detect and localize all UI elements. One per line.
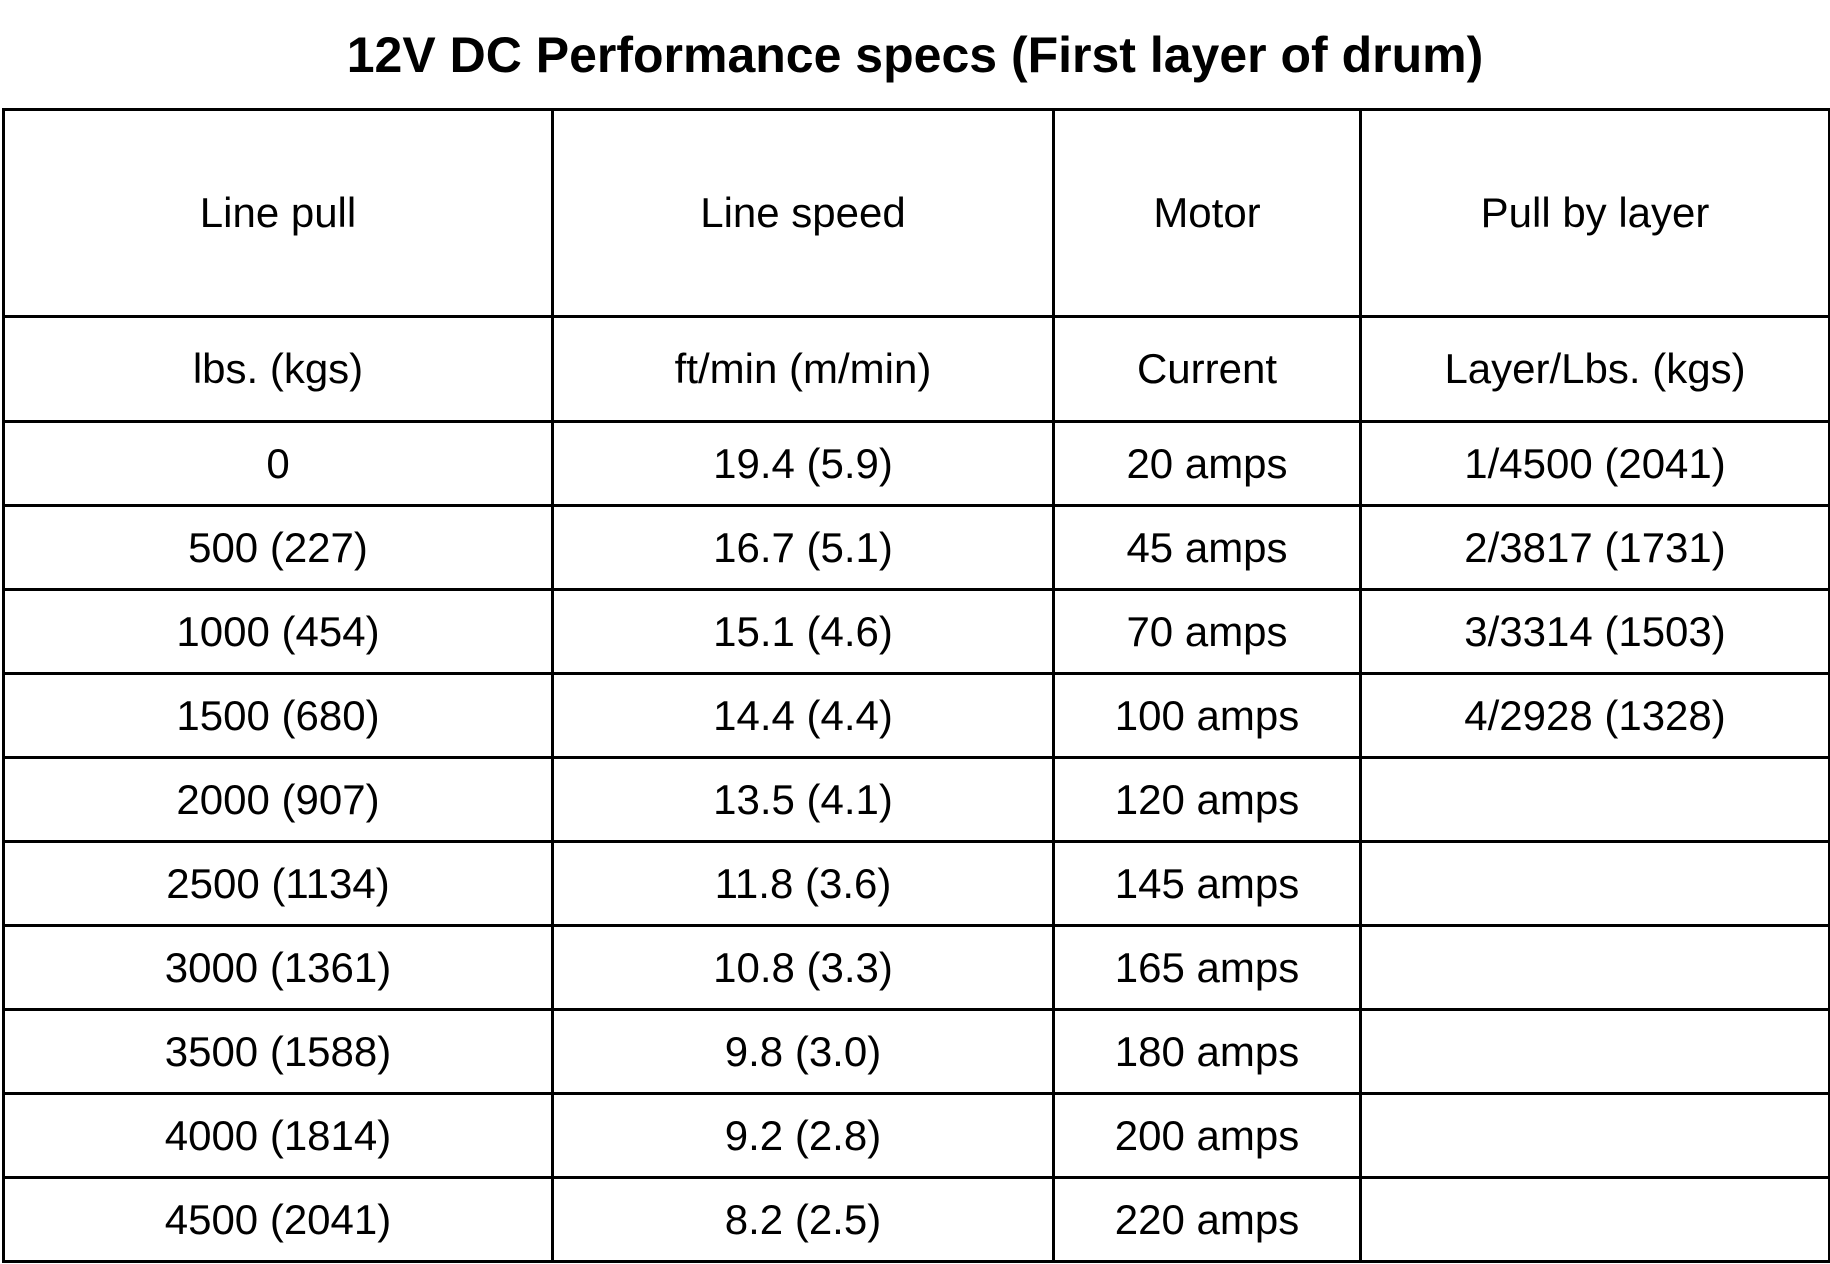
- cell-line-speed: 8.2 (2.5): [551, 1176, 1055, 1263]
- cell-motor-current: 220 amps: [1052, 1176, 1362, 1263]
- cell-line-pull: 3500 (1588): [2, 1008, 554, 1095]
- cell-pull-by-layer: [1359, 1092, 1830, 1179]
- cell-line-pull: 0: [2, 420, 554, 507]
- cell-line-speed: 9.2 (2.8): [551, 1092, 1055, 1179]
- cell-motor-current: 100 amps: [1052, 672, 1362, 759]
- cell-line-pull: 3000 (1361): [2, 924, 554, 1011]
- performance-specs-table: Line pull Line speed Motor Pull by layer…: [2, 108, 1830, 1263]
- cell-line-pull: 1000 (454): [2, 588, 554, 675]
- table-row: 4000 (1814) 9.2 (2.8) 200 amps: [2, 1092, 1830, 1179]
- cell-line-speed: 10.8 (3.3): [551, 924, 1055, 1011]
- table-row: 0 19.4 (5.9) 20 amps 1/4500 (2041): [2, 420, 1830, 507]
- cell-motor-current: 180 amps: [1052, 1008, 1362, 1095]
- cell-line-speed: 14.4 (4.4): [551, 672, 1055, 759]
- table-row: 2500 (1134) 11.8 (3.6) 145 amps: [2, 840, 1830, 927]
- cell-pull-by-layer: 1/4500 (2041): [1359, 420, 1830, 507]
- cell-pull-by-layer: 4/2928 (1328): [1359, 672, 1830, 759]
- cell-motor-current: 165 amps: [1052, 924, 1362, 1011]
- cell-line-speed: 15.1 (4.6): [551, 588, 1055, 675]
- cell-pull-by-layer: [1359, 756, 1830, 843]
- cell-line-speed: 19.4 (5.9): [551, 420, 1055, 507]
- page-title: 12V DC Performance specs (First layer of…: [346, 27, 1484, 83]
- cell-line-pull: 2500 (1134): [2, 840, 554, 927]
- cell-pull-by-layer: [1359, 924, 1830, 1011]
- cell-motor-current: 70 amps: [1052, 588, 1362, 675]
- cell-pull-by-layer: 2/3817 (1731): [1359, 504, 1830, 591]
- table-row: 500 (227) 16.7 (5.1) 45 amps 2/3817 (1731): [2, 504, 1830, 591]
- unit-line-pull: lbs. (kgs): [2, 315, 554, 423]
- header-line-speed: Line speed: [551, 108, 1055, 318]
- cell-line-pull: 1500 (680): [2, 672, 554, 759]
- table-row: 2000 (907) 13.5 (4.1) 120 amps: [2, 756, 1830, 843]
- table-row: 1500 (680) 14.4 (4.4) 100 amps 4/2928 (1328…: [2, 672, 1830, 759]
- units-row: lbs. (kgs) ft/min (m/min) Current Layer/…: [2, 315, 1830, 423]
- table-row: 3000 (1361) 10.8 (3.3) 165 amps: [2, 924, 1830, 1011]
- cell-pull-by-layer: [1359, 1176, 1830, 1263]
- cell-motor-current: 145 amps: [1052, 840, 1362, 927]
- unit-pull-by-layer: Layer/Lbs. (kgs): [1359, 315, 1830, 423]
- header-pull-by-layer: Pull by layer: [1359, 108, 1830, 318]
- cell-pull-by-layer: 3/3314 (1503): [1359, 588, 1830, 675]
- cell-pull-by-layer: [1359, 840, 1830, 927]
- cell-motor-current: 200 amps: [1052, 1092, 1362, 1179]
- cell-line-speed: 16.7 (5.1): [551, 504, 1055, 591]
- header-motor: Motor: [1052, 108, 1362, 318]
- cell-line-speed: 13.5 (4.1): [551, 756, 1055, 843]
- cell-pull-by-layer: [1359, 1008, 1830, 1095]
- unit-line-speed: ft/min (m/min): [551, 315, 1055, 423]
- table-row: 3500 (1588) 9.8 (3.0) 180 amps: [2, 1008, 1830, 1095]
- cell-motor-current: 45 amps: [1052, 504, 1362, 591]
- unit-motor: Current: [1052, 315, 1362, 423]
- cell-motor-current: 120 amps: [1052, 756, 1362, 843]
- table-row: 4500 (2041) 8.2 (2.5) 220 amps: [2, 1176, 1830, 1263]
- cell-line-speed: 11.8 (3.6): [551, 840, 1055, 927]
- cell-line-pull: 2000 (907): [2, 756, 554, 843]
- cell-line-speed: 9.8 (3.0): [551, 1008, 1055, 1095]
- table-row: 1000 (454) 15.1 (4.6) 70 amps 3/3314 (1503): [2, 588, 1830, 675]
- header-row: Line pull Line speed Motor Pull by layer: [2, 108, 1830, 318]
- cell-line-pull: 500 (227): [2, 504, 554, 591]
- cell-line-pull: 4500 (2041): [2, 1176, 554, 1263]
- cell-motor-current: 20 amps: [1052, 420, 1362, 507]
- header-line-pull: Line pull: [2, 108, 554, 318]
- cell-line-pull: 4000 (1814): [2, 1092, 554, 1179]
